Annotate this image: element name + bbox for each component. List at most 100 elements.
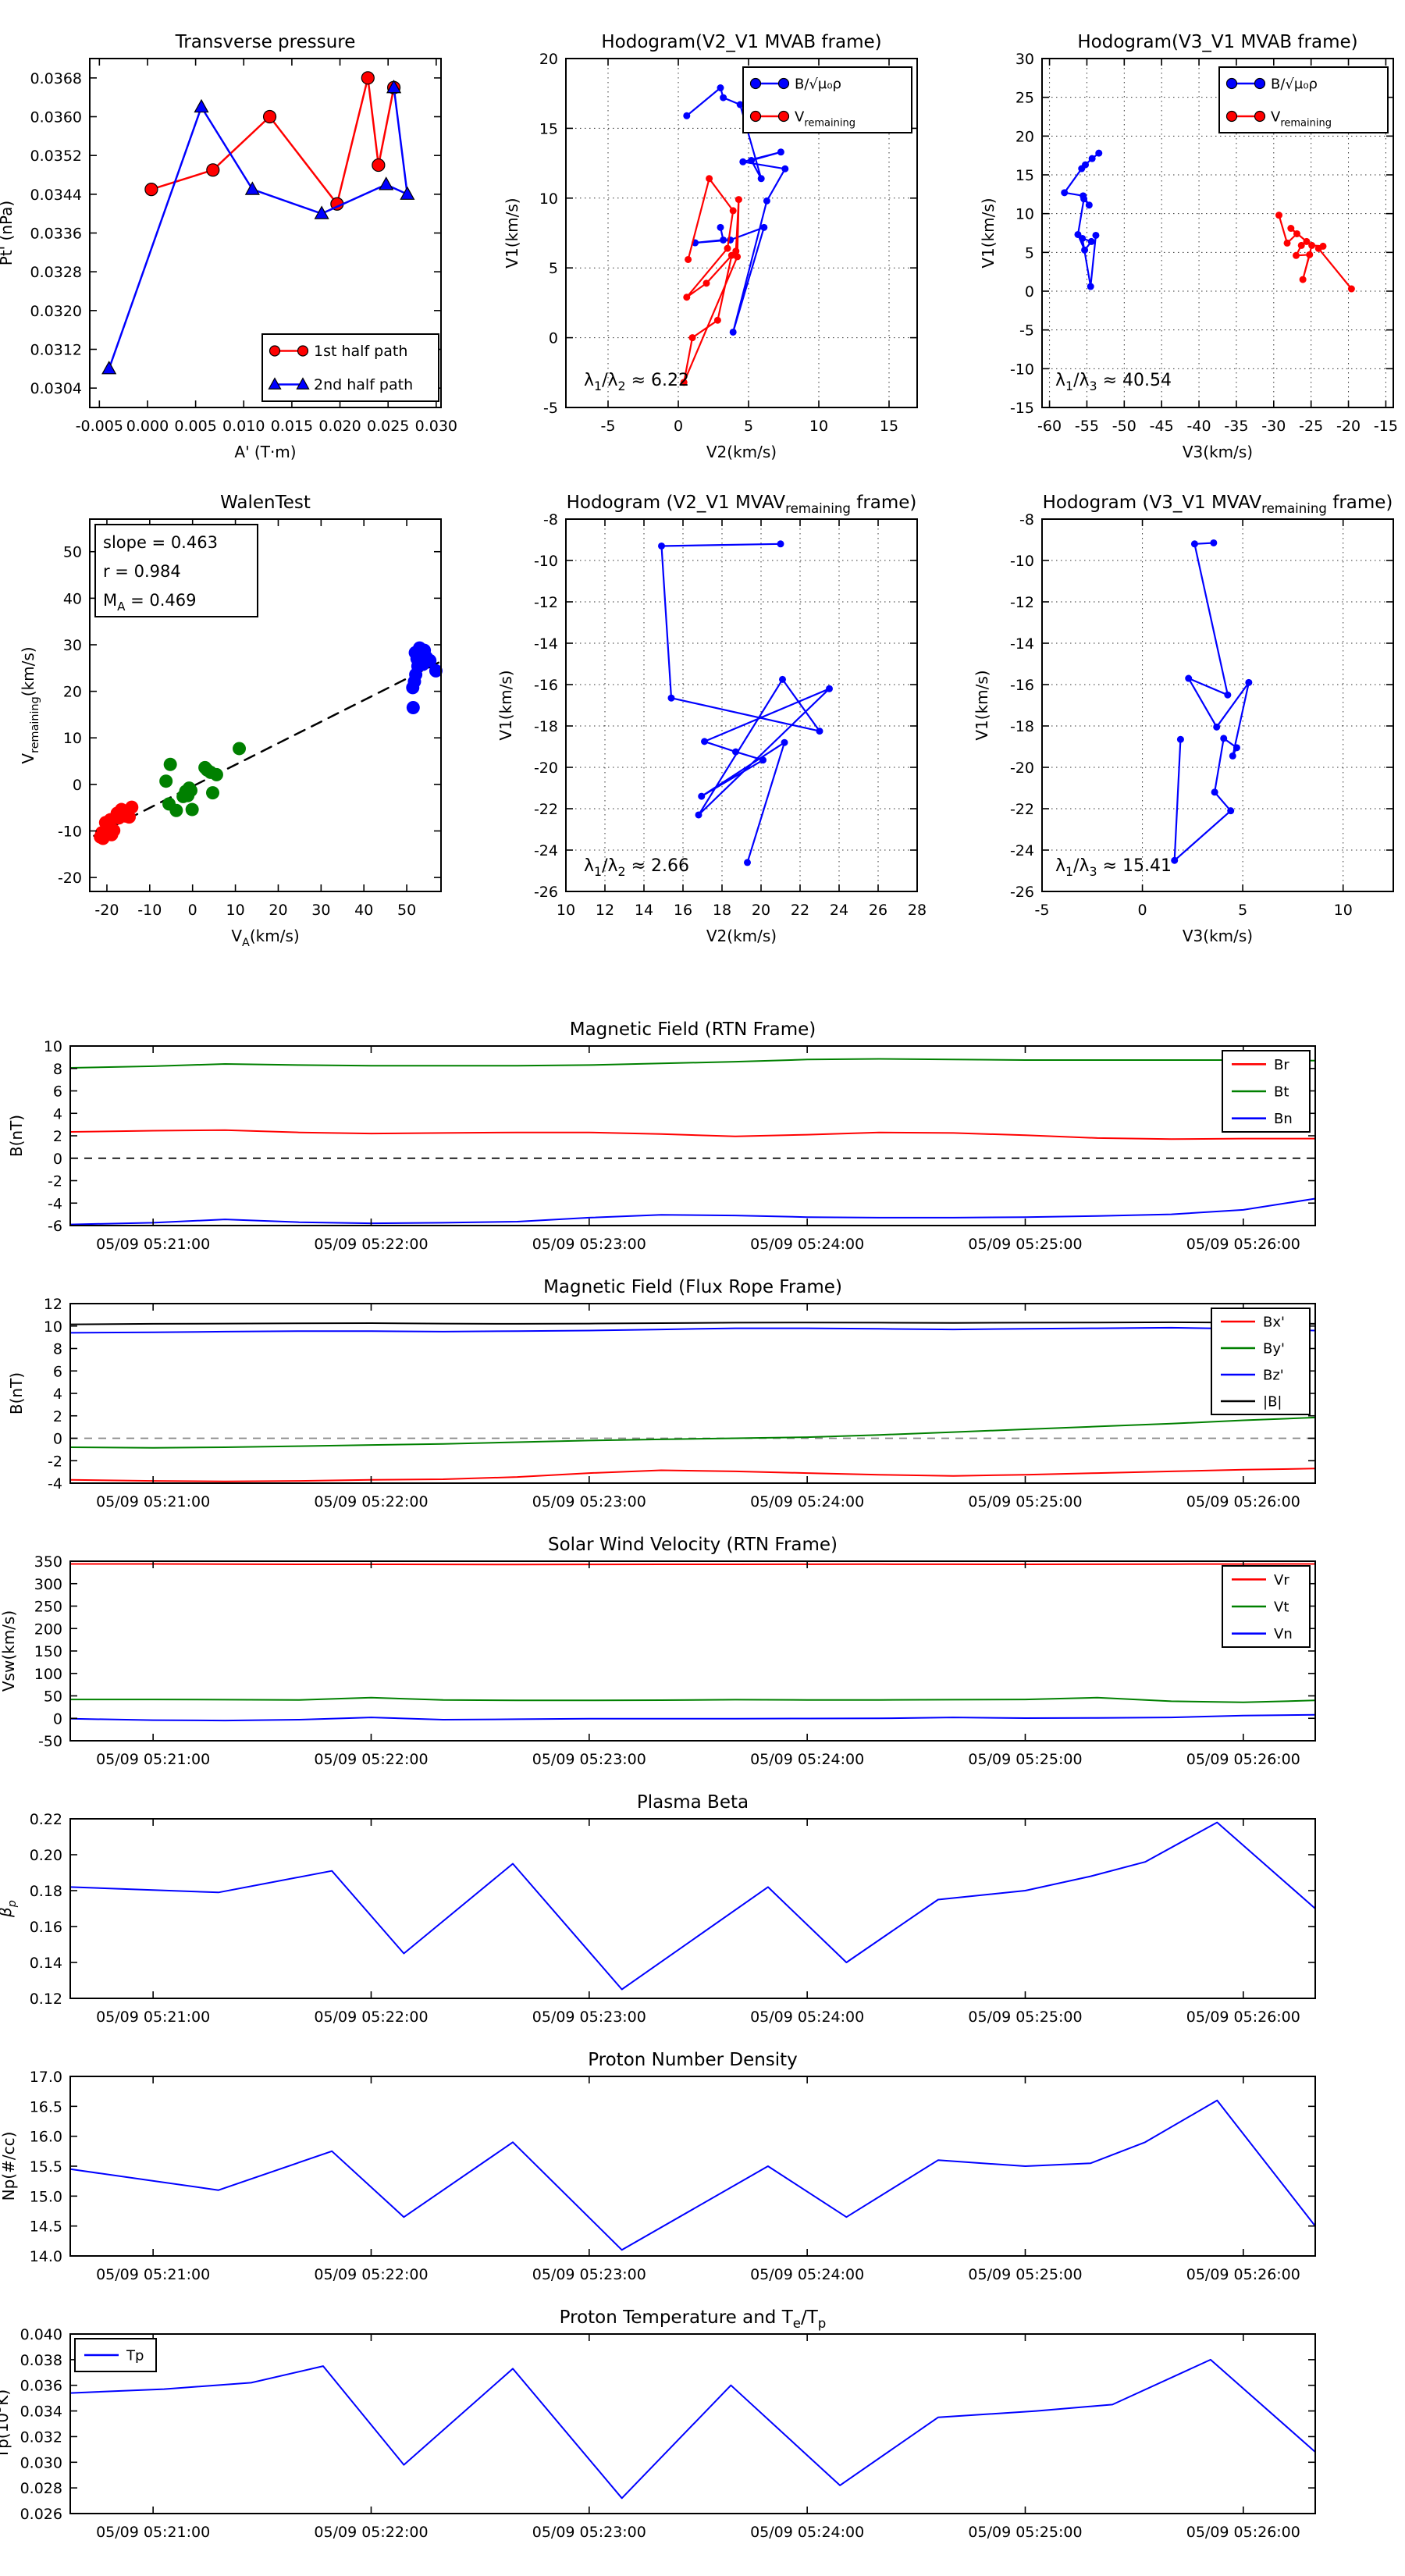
x-tick-label: 05/09 05:25:00 — [968, 2266, 1082, 2283]
data-marker — [759, 756, 767, 764]
data-marker — [1220, 735, 1228, 742]
data-marker — [159, 774, 173, 788]
legend-box — [1211, 1308, 1311, 1415]
plot-title: Transverse pressure — [175, 32, 356, 52]
y-tick-label: 20 — [539, 51, 558, 68]
series-Vt — [69, 1696, 1316, 1703]
data-marker — [269, 345, 281, 357]
plot-title: Solar Wind Velocity (RTN Frame) — [548, 1535, 838, 1555]
x-axis-label: V3(km/s) — [1183, 927, 1253, 945]
y-tick-label: 15 — [1016, 167, 1034, 184]
x-tick-label: 05/09 05:26:00 — [1186, 1493, 1300, 1510]
y-tick-label: -18 — [1010, 718, 1034, 735]
x-tick-label: 5 — [744, 418, 753, 435]
y-tick-label: -26 — [534, 884, 558, 901]
y-tick-label: 0.040 — [20, 2326, 62, 2343]
x-tick-label: -35 — [1224, 418, 1248, 435]
x-tick-label: 05/09 05:25:00 — [968, 1751, 1082, 1768]
data-marker — [1079, 234, 1087, 242]
x-axis-label: V3(km/s) — [1183, 443, 1253, 461]
y-tick-label: 25 — [1016, 90, 1034, 107]
data-marker — [777, 77, 790, 90]
x-tick-label: 0.030 — [415, 418, 457, 435]
x-tick-label: -60 — [1037, 418, 1062, 435]
x-tick-label: -5 — [1035, 902, 1050, 919]
x-tick-label: 05/09 05:26:00 — [1186, 1751, 1300, 1768]
x-tick-label: 05/09 05:24:00 — [750, 2524, 864, 2541]
data-marker — [763, 197, 770, 205]
data-marker — [748, 157, 756, 165]
y-tick-label: 0.028 — [20, 2480, 62, 2497]
y-tick-label: 10 — [44, 1038, 62, 1055]
y-axis-label: Vremaining(km/s) — [19, 646, 41, 763]
data-marker — [1211, 788, 1218, 796]
y-tick-label: -5 — [543, 400, 558, 417]
y-axis-label: βp — [0, 1900, 19, 1918]
data-marker — [717, 84, 724, 92]
y-tick-label: 0.032 — [20, 2428, 62, 2446]
y-tick-label: -2 — [48, 1173, 62, 1190]
y-axis-label: V1(km/s) — [979, 197, 998, 268]
y-tick-label: 250 — [34, 1599, 62, 1616]
legend-label: B/√μ₀ρ — [1271, 76, 1318, 93]
data-marker — [163, 757, 177, 771]
data-marker — [777, 540, 784, 548]
data-marker — [720, 236, 727, 244]
x-tick-label: 05/09 05:24:00 — [750, 2008, 864, 2026]
x-tick-label: 05/09 05:26:00 — [1186, 2266, 1300, 2283]
legend-label: Vn — [1274, 1626, 1293, 1642]
plot-title: WalenTest — [220, 493, 311, 513]
legend-label: Vremaining — [795, 109, 855, 130]
axes-frame — [89, 518, 442, 892]
stats-line: r = 0.984 — [103, 562, 181, 581]
data-marker — [729, 328, 737, 336]
y-axis-label: Np(#/cc) — [0, 2132, 18, 2201]
y-tick-label: 2 — [53, 1128, 62, 1145]
plot-title: Hodogram(V2_V1 MVAB frame) — [601, 32, 881, 52]
data-marker — [1293, 251, 1300, 259]
y-tick-label: -14 — [534, 635, 558, 653]
x-tick-label: -50 — [1112, 418, 1136, 435]
stats-line: slope = 0.463 — [103, 533, 218, 552]
y-tick-label: 8 — [53, 1061, 62, 1078]
data-marker — [698, 792, 706, 800]
x-tick-label: 05/09 05:21:00 — [96, 2008, 210, 2026]
x-tick-label: 30 — [311, 902, 330, 919]
data-marker — [1308, 241, 1316, 249]
y-tick-label: 0.22 — [30, 1811, 62, 1828]
data-marker — [1225, 77, 1238, 90]
data-marker — [314, 205, 329, 219]
y-tick-label: 4 — [53, 1386, 62, 1403]
data-marker — [1297, 241, 1305, 249]
y-tick-label: 0.16 — [30, 1919, 62, 1936]
plot-title: Magnetic Field (Flux Rope Frame) — [543, 1277, 842, 1297]
data-marker — [1085, 201, 1093, 209]
y-tick-label: 30 — [1016, 51, 1034, 68]
legend-label: Bx' — [1263, 1315, 1285, 1331]
y-axis-label: Vsw(km/s) — [0, 1610, 18, 1692]
x-tick-label: 05/09 05:23:00 — [532, 1236, 646, 1253]
data-marker — [701, 738, 708, 745]
data-marker — [749, 77, 762, 90]
y-tick-label: -50 — [38, 1733, 62, 1750]
y-tick-label: -18 — [534, 718, 558, 735]
x-tick-label: 18 — [713, 902, 731, 919]
x-tick-label: 05/09 05:21:00 — [96, 1236, 210, 1253]
series-Bn — [69, 1197, 1316, 1226]
data-marker — [184, 784, 198, 798]
data-marker — [1224, 691, 1232, 699]
y-tick-label: -12 — [1010, 594, 1034, 611]
y-tick-label: 0.036 — [20, 2378, 62, 2395]
plot-background — [1042, 519, 1393, 891]
y-tick-label: 100 — [34, 1666, 62, 1683]
data-marker — [702, 279, 710, 287]
x-axis-label: V2(km/s) — [706, 927, 777, 945]
data-marker — [206, 163, 220, 177]
x-tick-label: 05/09 05:26:00 — [1186, 2524, 1300, 2541]
data-marker — [268, 377, 282, 390]
y-tick-label: 30 — [63, 637, 82, 654]
data-marker — [713, 316, 721, 324]
x-tick-label: 05/09 05:25:00 — [968, 2008, 1082, 2026]
axes-frame — [69, 1818, 1316, 1999]
x-tick-label: 0.005 — [174, 418, 216, 435]
